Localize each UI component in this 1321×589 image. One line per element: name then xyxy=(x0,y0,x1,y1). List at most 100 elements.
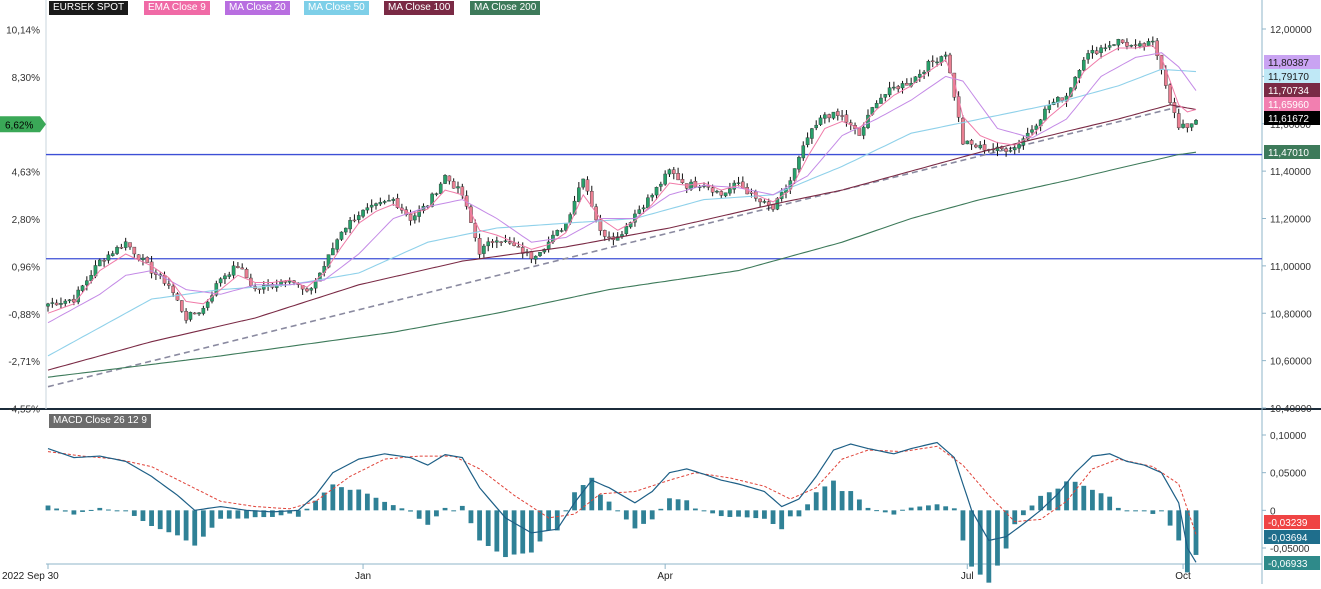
candle-down xyxy=(516,246,521,248)
macd-hist-bar xyxy=(692,508,698,511)
candle-up xyxy=(1034,125,1039,130)
candle-up xyxy=(443,175,447,184)
candle-up xyxy=(624,226,629,234)
candle-down xyxy=(305,288,309,292)
candle-down xyxy=(1185,123,1190,128)
candle-down xyxy=(240,267,245,270)
macd-hist-bar xyxy=(287,510,293,514)
macd-hist-bar xyxy=(114,510,120,512)
candle-down xyxy=(948,54,952,74)
macd-hist-bar xyxy=(399,508,405,511)
candle-down xyxy=(171,285,175,293)
time-tick-label: Oct xyxy=(1175,571,1191,582)
candle-up xyxy=(805,137,810,146)
candle-down xyxy=(827,114,831,119)
price-tick-label: 11,00000 xyxy=(1270,262,1311,273)
macd-hist-bar xyxy=(226,510,232,519)
macd-hist-bar xyxy=(183,510,189,541)
candle-up xyxy=(197,312,201,315)
candle-up xyxy=(59,303,63,305)
candle-down xyxy=(132,246,137,255)
candle-down xyxy=(857,128,862,136)
candle-down xyxy=(473,223,478,238)
pct-tick-label: 4,63% xyxy=(12,168,40,179)
candle-down xyxy=(102,260,106,262)
candle-down xyxy=(257,288,262,290)
candle-up xyxy=(818,117,823,125)
macd-hist-bar xyxy=(477,510,482,541)
macd-hist-bar xyxy=(969,510,974,567)
candle-up xyxy=(637,209,642,214)
candle-up xyxy=(861,126,866,136)
candle-up xyxy=(1112,44,1116,46)
candle-down xyxy=(408,213,413,221)
price-label: 11,70734 xyxy=(1268,86,1309,97)
macd-hist-bar xyxy=(736,510,741,517)
candle-up xyxy=(456,186,460,189)
macd-hist-bar xyxy=(520,510,526,554)
macd-hist-bar xyxy=(106,509,111,511)
candle-up xyxy=(486,241,491,247)
macd-hist-bar xyxy=(874,510,880,512)
candle-up xyxy=(123,241,128,248)
candle-up xyxy=(214,283,219,296)
candle-up xyxy=(646,197,650,209)
candle-down xyxy=(952,72,957,98)
candle-up xyxy=(1129,45,1134,47)
candle-down xyxy=(149,261,154,274)
macd-hist-bar xyxy=(1038,495,1044,511)
macd-hist-bar xyxy=(710,510,716,514)
candle-up xyxy=(577,187,581,202)
candle-down xyxy=(1125,41,1129,47)
price-label-bg xyxy=(1264,69,1320,83)
macd-hist-bar xyxy=(882,510,888,513)
candle-up xyxy=(874,103,879,109)
macd-hist-bar xyxy=(960,510,966,541)
macd-value-label: -0,03239 xyxy=(1268,518,1308,529)
candle-down xyxy=(136,254,141,260)
macd-hist-bar xyxy=(623,510,629,520)
candle-down xyxy=(395,198,400,208)
macd-hist-bar xyxy=(822,486,828,511)
candle-down xyxy=(1120,39,1125,43)
macd-hist-bar xyxy=(831,480,836,511)
macd-hist-bar xyxy=(80,510,85,512)
candle-up xyxy=(1030,129,1034,133)
candle-up xyxy=(1017,144,1021,149)
candle-down xyxy=(602,230,607,237)
candle-up xyxy=(218,278,223,284)
candle-down xyxy=(54,302,59,306)
candle-up xyxy=(728,188,732,194)
candle-up xyxy=(559,230,564,232)
ma100-line xyxy=(47,104,1197,371)
macd-hist-bar xyxy=(891,510,897,515)
candle-up xyxy=(1012,147,1017,151)
macd-hist-bar xyxy=(252,510,258,518)
macd-hist-bar xyxy=(270,510,275,517)
candle-up xyxy=(1116,38,1121,46)
price-tick-label: 11,20000 xyxy=(1270,215,1311,226)
candle-up xyxy=(223,275,227,280)
candle-up xyxy=(654,186,659,196)
candle-up xyxy=(935,61,939,64)
price-label: 11,79170 xyxy=(1268,72,1309,83)
candle-up xyxy=(801,145,806,159)
candle-up xyxy=(762,201,767,203)
candle-up xyxy=(797,157,801,170)
candle-down xyxy=(128,242,132,248)
candle-down xyxy=(710,187,715,193)
macd-hist-bar xyxy=(744,510,750,518)
candle-down xyxy=(490,241,495,243)
macd-hist-bar xyxy=(88,509,94,511)
time-tick-label: Apr xyxy=(657,571,673,582)
candle-down xyxy=(249,277,253,286)
macd-hist-bar xyxy=(416,510,422,519)
macd-hist-bar xyxy=(943,506,949,511)
price-label-bg xyxy=(1264,97,1320,111)
candle-up xyxy=(85,280,89,286)
candle-down xyxy=(1142,43,1147,47)
macd-hist-bar xyxy=(1133,510,1138,512)
macd-hist-bar xyxy=(926,505,931,511)
candle-down xyxy=(1094,50,1099,54)
candle-up xyxy=(1099,47,1103,53)
